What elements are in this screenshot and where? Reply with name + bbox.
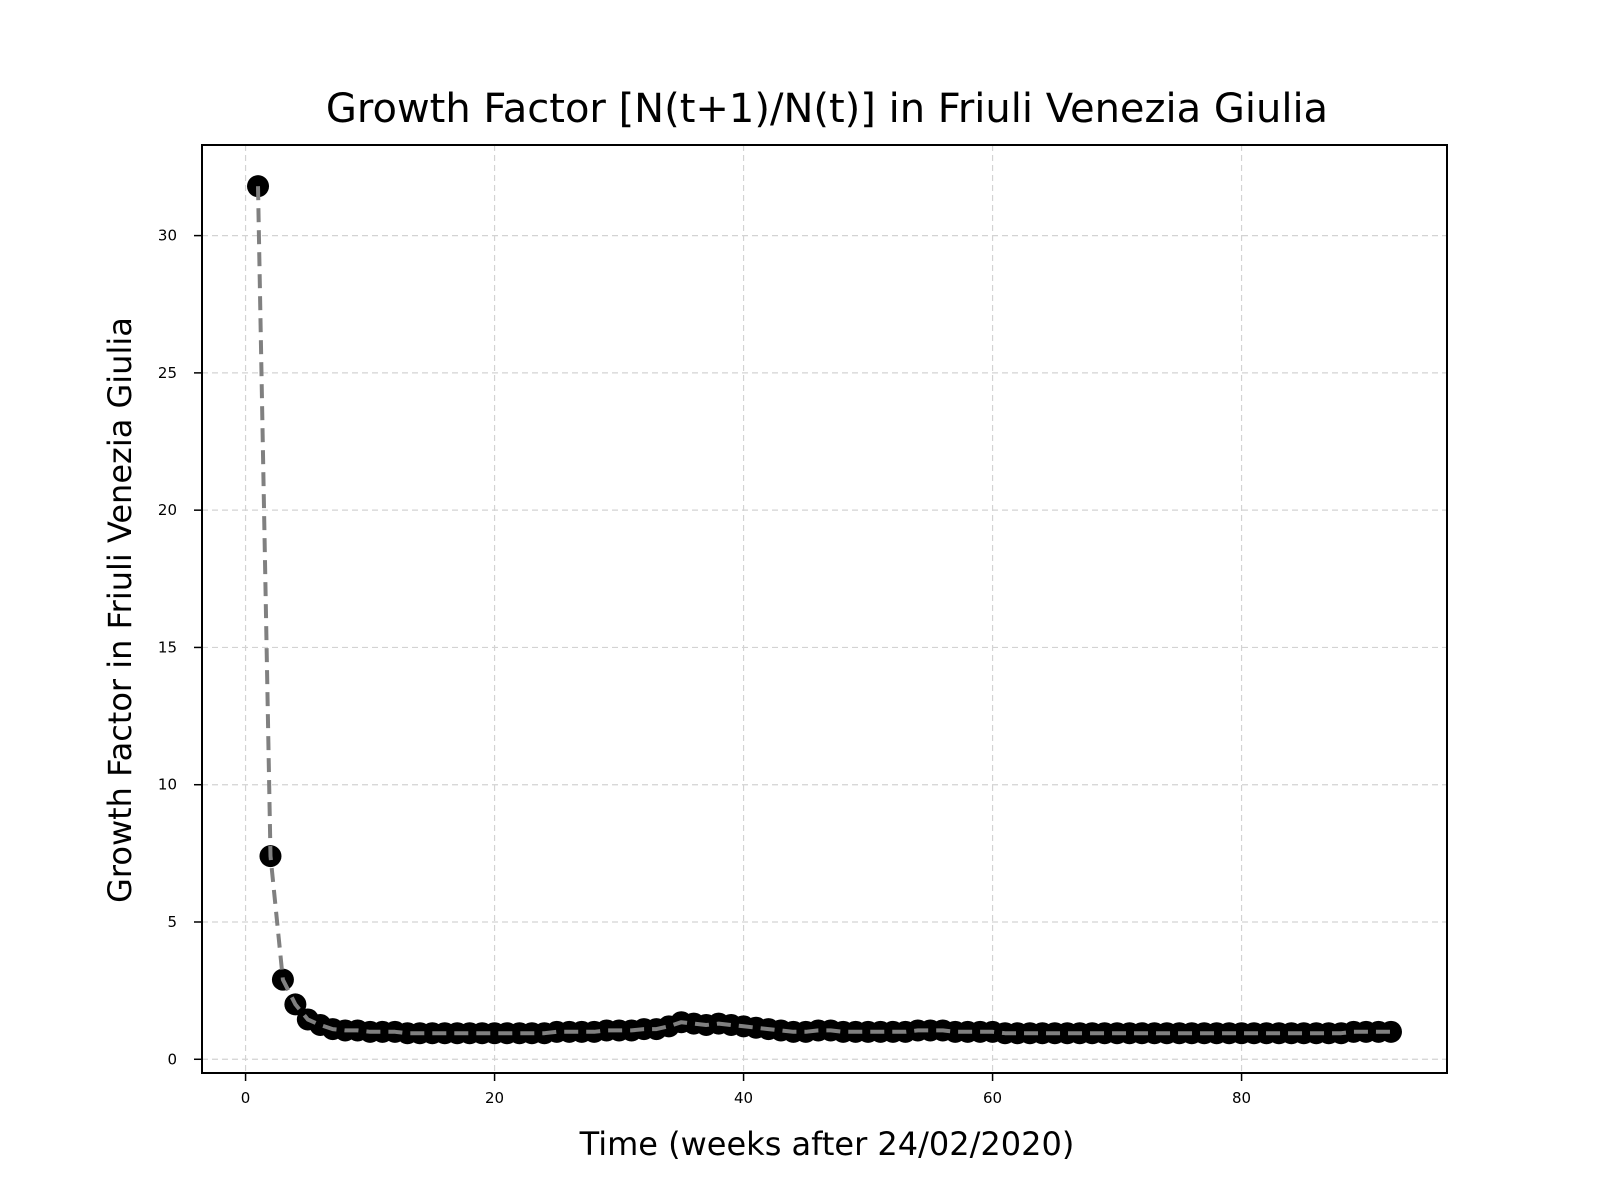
y-tick-label: 20	[158, 501, 177, 519]
x-tick-label: 20	[485, 1089, 504, 1107]
grid-lines	[202, 145, 1447, 1073]
data-point	[247, 175, 270, 198]
plot-frame	[201, 144, 1448, 1074]
x-tick-label: 0	[241, 1089, 251, 1107]
series-growth-factor	[247, 175, 1402, 1045]
x-axis-label: Time (weeks after 24/02/2020)	[579, 1125, 1075, 1163]
y-tick-label: 5	[167, 913, 177, 931]
series-line	[256, 186, 1391, 1036]
x-tick-label: 80	[1232, 1089, 1251, 1107]
chart-title: Growth Factor [N(t+1)/N(t)] in Friuli Ve…	[326, 86, 1328, 132]
y-tick-label: 15	[158, 638, 177, 656]
y-tick-label: 30	[158, 227, 177, 245]
axis-ticks: 0 20 40 60 80 0 5 10 15 20 25 30	[158, 227, 1251, 1107]
x-tick-label: 40	[734, 1089, 753, 1107]
y-tick-label: 25	[158, 364, 177, 382]
data-point	[1379, 1020, 1402, 1043]
y-axis-label: Growth Factor in Friuli Venezia Giulia	[101, 317, 139, 903]
y-tick-label: 0	[167, 1050, 177, 1068]
y-tick-label: 10	[158, 776, 177, 794]
x-tick-label: 60	[983, 1089, 1002, 1107]
